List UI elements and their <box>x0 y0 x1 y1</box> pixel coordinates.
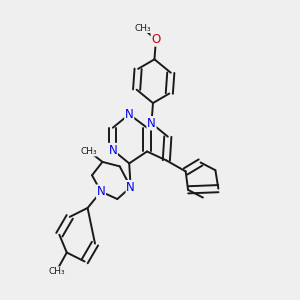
Text: CH₃: CH₃ <box>81 147 98 156</box>
Text: N: N <box>147 117 156 130</box>
Text: N: N <box>126 181 135 194</box>
Text: CH₃: CH₃ <box>134 24 151 33</box>
Text: N: N <box>125 108 134 121</box>
Text: O: O <box>151 33 160 46</box>
Text: N: N <box>109 143 117 157</box>
Text: CH₃: CH₃ <box>48 267 65 276</box>
Text: N: N <box>97 185 105 198</box>
